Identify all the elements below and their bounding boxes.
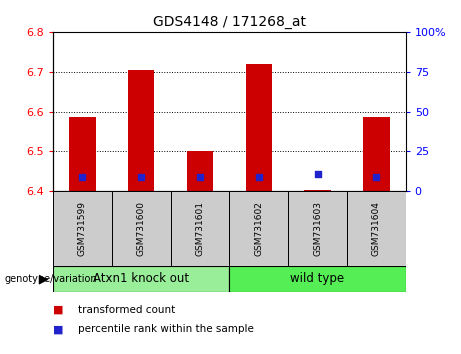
Bar <box>171 191 230 266</box>
Bar <box>53 191 112 266</box>
Text: wild type: wild type <box>290 272 344 285</box>
Text: ■: ■ <box>53 324 64 334</box>
Text: GSM731603: GSM731603 <box>313 201 322 256</box>
Bar <box>246 64 272 192</box>
Bar <box>187 152 213 192</box>
Bar <box>128 70 154 192</box>
Text: Atxn1 knock out: Atxn1 knock out <box>93 272 189 285</box>
Bar <box>363 118 390 192</box>
Text: ▶: ▶ <box>39 272 48 285</box>
Text: GSM731604: GSM731604 <box>372 201 381 256</box>
Bar <box>112 191 171 266</box>
Point <box>79 175 86 180</box>
Text: genotype/variation: genotype/variation <box>5 274 97 284</box>
Title: GDS4148 / 171268_at: GDS4148 / 171268_at <box>153 16 306 29</box>
Point <box>137 175 145 180</box>
Text: percentile rank within the sample: percentile rank within the sample <box>78 324 254 334</box>
Point <box>255 175 262 180</box>
Text: GSM731602: GSM731602 <box>254 201 263 256</box>
Point <box>372 175 380 180</box>
Bar <box>229 191 288 266</box>
Bar <box>304 190 331 192</box>
Bar <box>347 191 406 266</box>
Text: transformed count: transformed count <box>78 305 176 315</box>
Text: GSM731601: GSM731601 <box>195 201 205 256</box>
Text: GSM731600: GSM731600 <box>136 201 146 256</box>
Bar <box>288 191 347 266</box>
Bar <box>229 266 406 292</box>
Point <box>314 171 321 177</box>
Bar <box>53 266 230 292</box>
Point <box>196 175 204 180</box>
Text: ■: ■ <box>53 305 64 315</box>
Text: GSM731599: GSM731599 <box>78 201 87 256</box>
Bar <box>69 118 95 192</box>
